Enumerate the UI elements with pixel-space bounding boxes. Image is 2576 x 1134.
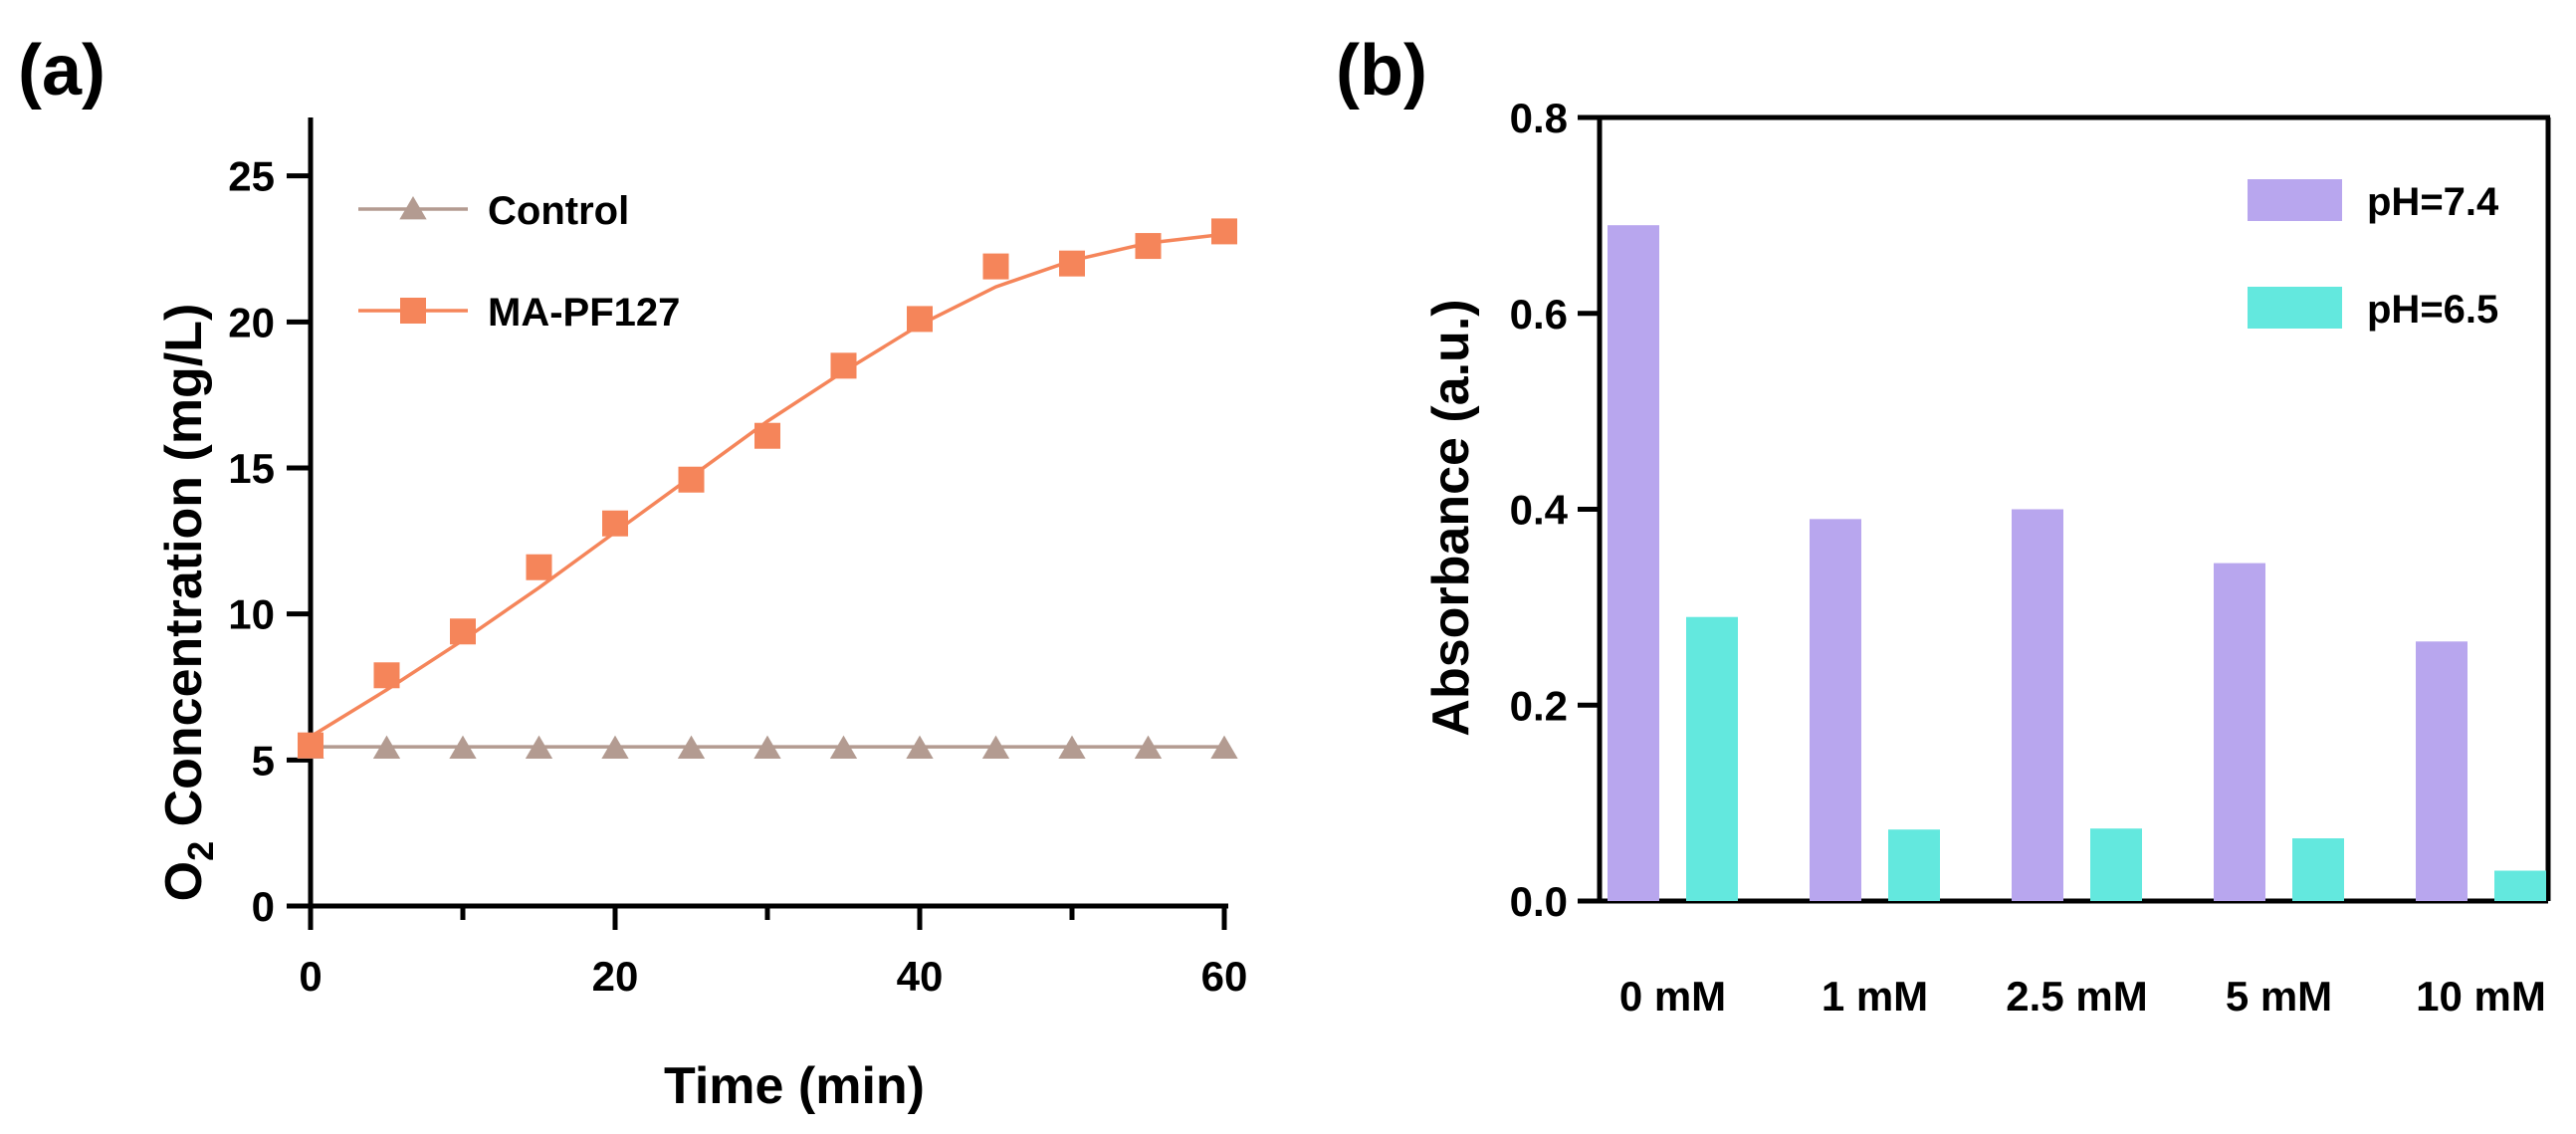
panel-b-label: (b) bbox=[1336, 31, 1427, 111]
panel-b-bar-chart: (b) 0.0 0.2 0.4 0.6 0.8 0 mM 1 mM 2.5 mM 5 mM 10… bbox=[1336, 31, 2551, 1020]
ma-pf127-point bbox=[830, 352, 857, 379]
legend-control-label: Control bbox=[488, 189, 629, 233]
y-tick-label: 0 bbox=[252, 883, 275, 930]
control-point bbox=[829, 735, 858, 759]
ma-pf127-point bbox=[450, 618, 476, 645]
legend-ph74-swatch bbox=[2248, 179, 2342, 221]
panel-a-x-axis-title: Time (min) bbox=[664, 1057, 925, 1115]
panel-a-legend: Control MA-PF127 bbox=[358, 189, 680, 335]
panel-b-y-axis-title: Absorbance (a.u.) bbox=[1422, 299, 1480, 736]
x-tick-label: 60 bbox=[1201, 953, 1248, 1000]
bar-ph-7-4-1-mm bbox=[1810, 519, 1861, 901]
panel-a-label: (a) bbox=[18, 31, 106, 111]
panel-a-axes bbox=[308, 117, 1228, 909]
control-point bbox=[449, 735, 477, 759]
control-point bbox=[1058, 735, 1086, 759]
y-tick-label: 0.0 bbox=[1510, 878, 1568, 925]
panel-a-y-ticks: 0 5 10 15 20 25 bbox=[228, 153, 311, 930]
ma-pf127-point bbox=[982, 253, 1009, 280]
ma-pf127-point bbox=[602, 510, 628, 537]
panel-a-data-points bbox=[297, 218, 1238, 759]
x-tick-label: 5 mM bbox=[2226, 973, 2332, 1020]
legend-ma-pf127-marker bbox=[400, 298, 426, 324]
panel-a-y-axis-title: O2 Concentration (mg/L) bbox=[155, 304, 221, 902]
bar-ph-6-5-2-5-mm bbox=[2090, 828, 2142, 901]
ma-pf127-point bbox=[298, 732, 323, 759]
bar-ph-6-5-1-mm bbox=[1888, 829, 1940, 901]
legend-ph65-swatch bbox=[2248, 287, 2342, 329]
control-point bbox=[753, 735, 781, 759]
control-point bbox=[1134, 735, 1163, 759]
legend-control-marker bbox=[399, 196, 427, 220]
legend-control-triangle bbox=[399, 196, 427, 220]
panel-b-legend: pH=7.4 pH=6.5 bbox=[2248, 179, 2499, 332]
y-tick-label: 0.4 bbox=[1510, 487, 1569, 534]
ma-pf127-point bbox=[1135, 233, 1162, 260]
control-point bbox=[906, 735, 934, 759]
y-tick-label: 0.6 bbox=[1510, 291, 1568, 338]
bar-ph-7-4-5-mm bbox=[2214, 563, 2265, 901]
y-tick-label: 15 bbox=[228, 445, 275, 492]
y-tick-label: 5 bbox=[252, 737, 275, 784]
control-point bbox=[525, 735, 553, 759]
x-tick-label: 0 bbox=[299, 953, 322, 1000]
control-point bbox=[981, 735, 1010, 759]
ma-pf127-point bbox=[754, 422, 780, 449]
bar-ph-7-4-10-mm bbox=[2416, 641, 2468, 901]
ma-pf127-point bbox=[373, 662, 400, 689]
y-tick-label: 10 bbox=[228, 591, 275, 638]
ma-pf127-point bbox=[907, 306, 933, 333]
ma-pf127-point bbox=[1211, 218, 1237, 245]
y-tick-label: 20 bbox=[228, 299, 275, 345]
panel-b-axes bbox=[1597, 114, 2551, 904]
ma-pf127-point bbox=[526, 554, 552, 580]
control-point bbox=[677, 735, 706, 759]
y-tick-label: 0.2 bbox=[1510, 682, 1568, 729]
panel-b-x-tick-labels: 0 mM 1 mM 2.5 mM 5 mM 10 mM bbox=[1619, 973, 2546, 1020]
panel-a-x-ticks: 0 20 40 60 bbox=[299, 906, 1247, 1000]
bar-ph-6-5-10-mm bbox=[2494, 870, 2546, 901]
bar-ph-7-4-0-mm bbox=[1608, 225, 1659, 901]
ma-pf127-point bbox=[678, 466, 705, 493]
bar-ph-6-5-5-mm bbox=[2292, 838, 2344, 901]
control-point bbox=[601, 735, 629, 759]
y-tick-label: 25 bbox=[228, 153, 275, 200]
x-tick-label: 20 bbox=[592, 953, 639, 1000]
ma-pf127-point bbox=[1059, 250, 1085, 277]
x-tick-label: 2.5 mM bbox=[2006, 973, 2147, 1020]
x-tick-label: 1 mM bbox=[1822, 973, 1928, 1020]
panel-b-bars bbox=[1608, 225, 2546, 901]
legend-ma-pf127-square bbox=[400, 298, 426, 324]
x-tick-label: 40 bbox=[897, 953, 944, 1000]
panel-b-y-ticks: 0.0 0.2 0.4 0.6 0.8 bbox=[1510, 95, 1600, 925]
y-tick-label: 0.8 bbox=[1510, 95, 1568, 141]
legend-ph65-label: pH=6.5 bbox=[2367, 288, 2498, 332]
legend-ph74-label: pH=7.4 bbox=[2367, 180, 2499, 224]
bar-ph-6-5-0-mm bbox=[1686, 616, 1738, 901]
x-tick-label: 0 mM bbox=[1619, 973, 1726, 1020]
control-point bbox=[372, 735, 401, 759]
legend-ma-pf127-label: MA-PF127 bbox=[488, 291, 680, 335]
bar-ph-7-4-2-5-mm bbox=[2012, 509, 2063, 901]
x-tick-label: 10 mM bbox=[2416, 973, 2546, 1020]
control-point bbox=[1210, 735, 1238, 759]
